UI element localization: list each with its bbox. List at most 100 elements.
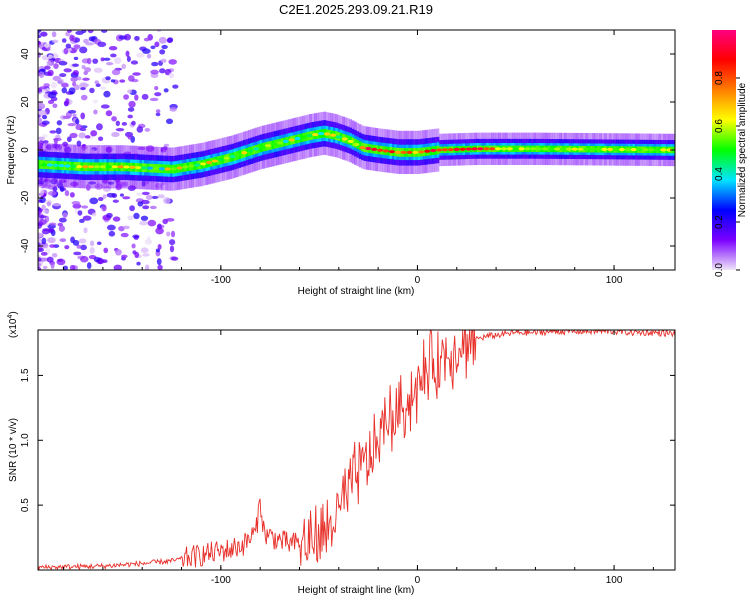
snr-panel: -100 0 100 0.5 1.0 1.5 Height of straight lin… — [7, 311, 676, 596]
spectrogram-noise-point — [139, 220, 148, 226]
spectrogram-core-point — [459, 147, 466, 151]
spectrogram-noise-point — [136, 192, 143, 197]
spectrogram-core-point — [70, 164, 77, 168]
spectrogram-core-point — [217, 158, 224, 162]
spectrogram-noise-point — [143, 37, 150, 42]
spectrogram-noise-point — [136, 261, 141, 266]
spectrogram-noise-point — [71, 201, 81, 205]
spectrogram-ridge-cell — [240, 149, 244, 159]
snr-series-line — [38, 330, 675, 570]
spectrogram-noise-point — [142, 253, 150, 257]
snr-axes: -100 0 100 0.5 1.0 1.5 — [20, 330, 675, 586]
spectrogram-noise-point — [82, 77, 90, 81]
spectrogram-noise-point — [132, 72, 141, 76]
spectrogram-noise-point — [50, 81, 58, 89]
spectrogram-noise-point — [120, 232, 129, 238]
spectrogram-noise-point — [170, 230, 176, 238]
spectrogram-noise-point — [99, 86, 107, 90]
spectrogram-noise-point — [102, 194, 107, 199]
spectrogram-core-point — [353, 142, 360, 147]
spectrogram-noise-point — [57, 78, 64, 85]
spectrogram-core-point — [117, 165, 124, 169]
spectrogram-ytick-label: -40 — [20, 238, 31, 253]
spectrogram-xlabel: Height of straight line (km) — [298, 286, 415, 297]
spectrogram-noise-point — [43, 42, 50, 48]
spectrogram-noise-point — [49, 130, 57, 134]
spectrogram-noise-point — [76, 76, 82, 81]
spectrogram-noise-point — [163, 197, 171, 205]
spectrogram-noise-point — [38, 87, 43, 93]
spectrogram-core-point — [530, 147, 537, 151]
spectrogram-noise-point — [128, 100, 136, 108]
spectrogram-noise-point — [108, 46, 118, 51]
spectrogram-core-point — [329, 133, 336, 137]
spectrogram-noise-point — [51, 252, 58, 258]
spectrogram-core-point — [654, 148, 661, 152]
spectrogram-noise-point — [127, 215, 134, 221]
spectrogram-core-point — [613, 147, 620, 152]
colorbar-label: Normalized spectral amplitude — [737, 82, 748, 217]
spectrogram-ytick-label: 20 — [20, 96, 31, 108]
spectrogram-noise-point — [113, 57, 122, 65]
spectrogram-noise-point — [140, 247, 149, 253]
spectrogram-noise-point — [93, 109, 98, 115]
spectrogram-noise-point — [39, 189, 44, 196]
spectrogram-noise-point — [38, 136, 46, 141]
spectrogram-noise-point — [106, 192, 116, 198]
spectrogram-noise-point — [78, 132, 86, 139]
spectrogram-core-point — [412, 150, 419, 154]
spectrogram-core-point — [648, 148, 655, 152]
spectrogram-core-point — [642, 148, 649, 152]
spectrogram-noise-point — [42, 209, 50, 214]
spectrogram-noise-point — [97, 136, 104, 142]
spectrogram-noise-point — [92, 58, 99, 64]
spectrogram-noise-point — [72, 239, 80, 246]
spectrogram-noise-point — [42, 115, 48, 120]
spectrogram-core-point — [276, 141, 283, 145]
spectrogram-ridge-cell — [335, 131, 338, 141]
spectrogram-core-point — [660, 148, 667, 152]
spectrogram-noise-point — [149, 205, 157, 210]
spectrogram-noise-point — [142, 205, 150, 210]
spectrogram-core-point — [88, 165, 95, 169]
spectrogram-noise-point — [100, 57, 105, 62]
spectrogram-noise-point — [165, 118, 174, 125]
spectrogram-core-point — [235, 153, 242, 157]
spectrogram-core-point — [371, 147, 378, 151]
spectrogram-noise-point — [151, 61, 159, 67]
spectrogram-noise-point — [155, 109, 161, 114]
spectrogram-noise-point — [69, 192, 75, 198]
spectrogram-core-point — [524, 147, 531, 151]
spectrogram-core-point — [46, 163, 53, 167]
spectrogram-noise-point — [38, 41, 41, 45]
spectrogram-noise-point — [72, 203, 82, 209]
spectrogram-noise-point — [112, 216, 121, 222]
spectrogram-noise-point — [90, 130, 98, 137]
spectrogram-noise-point — [66, 136, 72, 143]
spectrogram-noise-point — [51, 31, 57, 38]
spectrogram-core-point — [601, 147, 608, 151]
spectrogram-core-point — [58, 164, 65, 168]
snr-background — [38, 330, 675, 570]
snr-multiplier-close: ) — [8, 311, 19, 314]
colorbar-scale — [712, 30, 736, 270]
spectrogram-core-point — [618, 147, 625, 152]
spectrogram-noise-point — [67, 109, 77, 114]
snr-xtick-label: 100 — [606, 575, 623, 586]
spectrogram-core-point — [436, 148, 443, 152]
spectrogram-noise-point — [48, 227, 55, 233]
spectrogram-noise-point — [157, 264, 163, 270]
spectrogram-noise-point — [115, 248, 122, 256]
spectrogram-noise-point — [145, 194, 153, 200]
spectrogram-noise-point — [80, 255, 89, 263]
snr-ytick-label: 1.0 — [20, 433, 31, 447]
spectrogram-noise-point — [38, 71, 45, 79]
spectrogram-core-point — [253, 147, 260, 151]
spectrogram-noise-point — [38, 232, 43, 238]
spectrogram-core-point — [424, 149, 431, 153]
spectrogram-noise-point — [41, 237, 47, 245]
spectrogram-noise-point — [72, 63, 80, 67]
spectrogram-xtick-label: 0 — [415, 275, 421, 286]
spectrogram-core-point — [111, 165, 118, 169]
spectrogram-core-point — [206, 160, 213, 165]
